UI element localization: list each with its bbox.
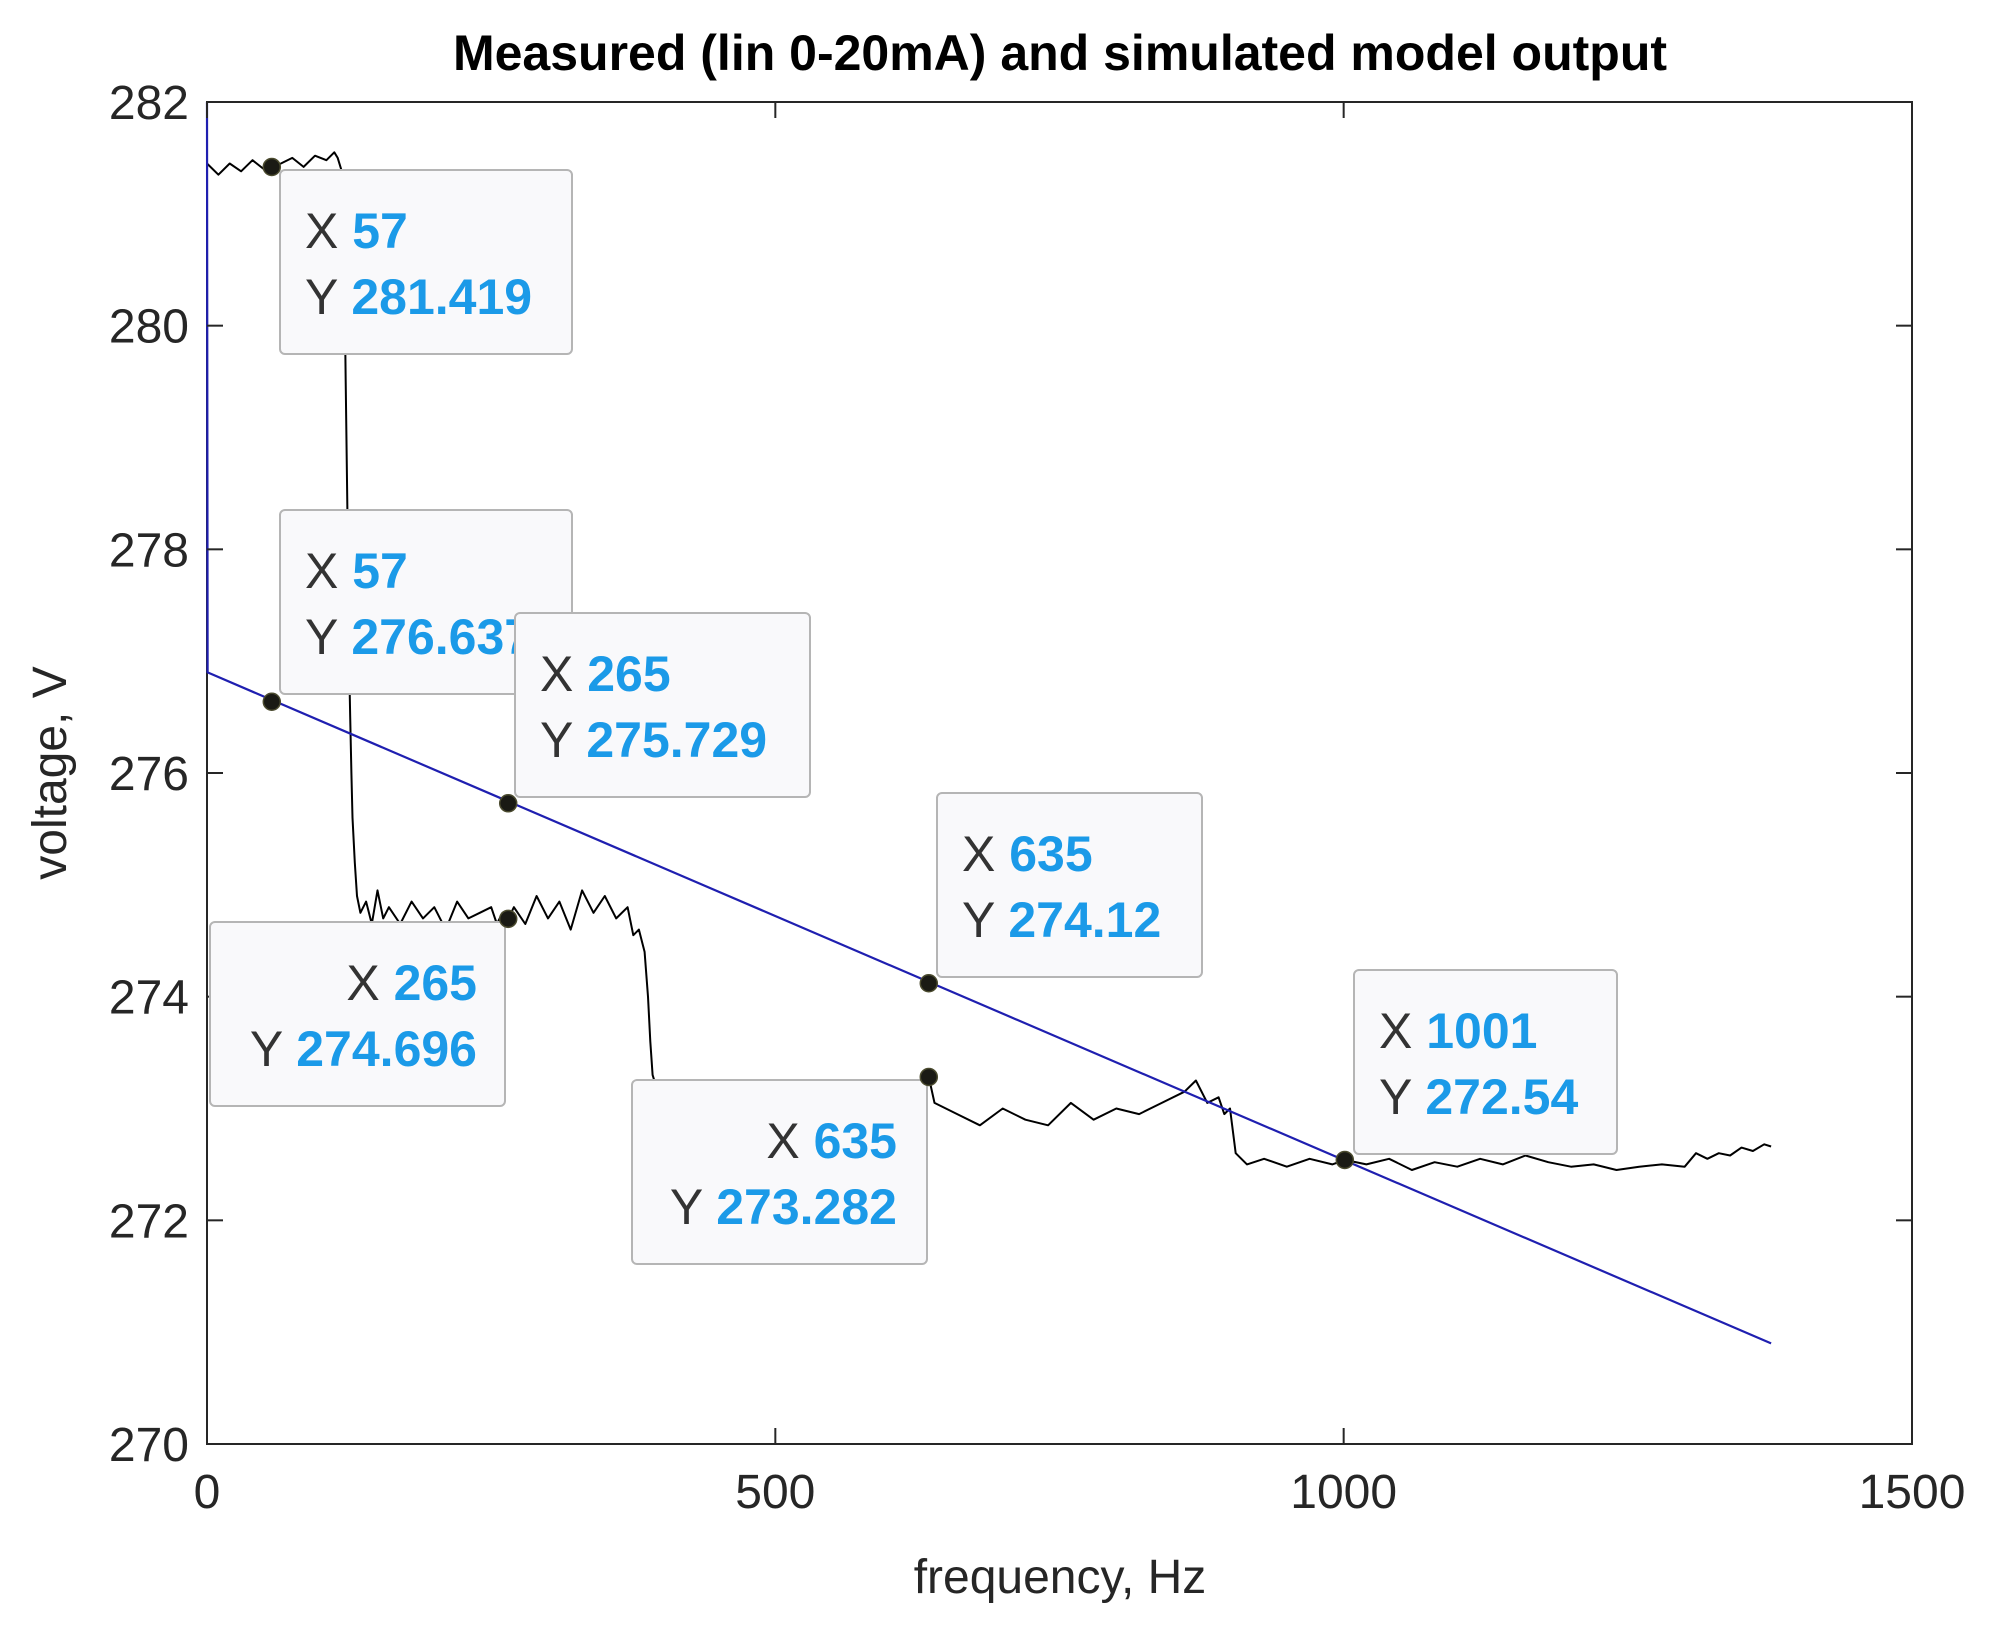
datatip[interactable]: X 635 Y 273.282 bbox=[631, 1079, 928, 1265]
datatip-key: Y bbox=[250, 1021, 296, 1077]
datatip-row: Y 274.696 bbox=[250, 1021, 477, 1077]
chart-title: Measured (lin 0-20mA) and simulated mode… bbox=[453, 25, 1667, 81]
datatip[interactable]: X 57Y 281.419 bbox=[279, 169, 573, 355]
datatip-box bbox=[209, 921, 506, 1107]
datatip-key: Y bbox=[305, 609, 351, 665]
y-tick-label: 280 bbox=[109, 301, 189, 354]
datatip-marker[interactable] bbox=[498, 909, 518, 929]
datatip-box bbox=[514, 612, 811, 798]
datatip-key: X bbox=[540, 646, 587, 702]
datatip-marker[interactable] bbox=[919, 973, 939, 993]
datatip-value: 57 bbox=[352, 543, 408, 599]
datatip-value: 272.54 bbox=[1425, 1069, 1578, 1125]
y-tick-label: 270 bbox=[109, 1419, 189, 1472]
datatip-key: X bbox=[766, 1113, 813, 1169]
datatip-key: Y bbox=[962, 892, 1008, 948]
y-tick-label: 282 bbox=[109, 77, 189, 130]
datatip-marker[interactable] bbox=[498, 794, 518, 813]
x-axis-label: frequency, Hz bbox=[914, 1551, 1207, 1604]
datatip-row: X 57 bbox=[305, 203, 408, 259]
y-tick-label: 272 bbox=[109, 1195, 189, 1248]
datatip-row: Y 272.54 bbox=[1379, 1069, 1578, 1125]
datatip-key: X bbox=[305, 203, 352, 259]
x-tick-label: 1000 bbox=[1290, 1466, 1397, 1519]
datatip[interactable]: X 265 Y 274.696 bbox=[209, 921, 506, 1107]
datatip-row: X 265 bbox=[540, 646, 671, 702]
datatip-key: X bbox=[346, 955, 393, 1011]
datatip-value: 274.12 bbox=[1008, 892, 1161, 948]
datatip-value: 635 bbox=[1009, 826, 1092, 882]
datatip-marker[interactable] bbox=[1335, 1150, 1355, 1170]
datatip-key: Y bbox=[305, 269, 351, 325]
datatip-value: 275.729 bbox=[586, 712, 767, 768]
datatip-row: Y 276.637 bbox=[305, 609, 532, 665]
datatip-row: X 635 bbox=[766, 1113, 897, 1169]
datatip-row: X 635 bbox=[962, 826, 1093, 882]
datatip-row: X 57 bbox=[305, 543, 408, 599]
datatip-box bbox=[1353, 969, 1618, 1155]
datatip-row: Y 274.12 bbox=[962, 892, 1161, 948]
datatip-value: 57 bbox=[352, 203, 408, 259]
datatip-key: X bbox=[1379, 1003, 1426, 1059]
series-line-simulated bbox=[205, 101, 1772, 1345]
datatip-key: X bbox=[962, 826, 1009, 882]
datatip-box bbox=[936, 792, 1203, 978]
datatip-box bbox=[279, 169, 573, 355]
x-tick-label: 0 bbox=[194, 1466, 221, 1519]
datatip-value: 273.282 bbox=[716, 1179, 897, 1235]
datatip[interactable]: X 57Y 276.637 bbox=[279, 509, 573, 695]
datatip-key: Y bbox=[670, 1179, 716, 1235]
datatip-value: 276.637 bbox=[351, 609, 532, 665]
datatip-marker[interactable] bbox=[919, 1067, 939, 1087]
datatip-box bbox=[631, 1079, 928, 1265]
x-tick-label: 1500 bbox=[1859, 1466, 1966, 1519]
datatip-box bbox=[279, 509, 573, 695]
datatip-marker[interactable] bbox=[262, 692, 282, 712]
datatip-row: Y 273.282 bbox=[670, 1179, 897, 1235]
datatip-value: 265 bbox=[394, 955, 477, 1011]
datatip-row: Y 275.729 bbox=[540, 712, 767, 768]
datatip-key: X bbox=[305, 543, 352, 599]
y-tick-label: 274 bbox=[109, 972, 189, 1025]
datatip-key: Y bbox=[1379, 1069, 1425, 1125]
plot-area: 0 500 1000 1500 270 272 274 276 278 280 282 X 57 Y … bbox=[109, 77, 1965, 1519]
datatip-row: X 1001 bbox=[1379, 1003, 1537, 1059]
datatip-value: 274.696 bbox=[296, 1021, 477, 1077]
datatip-value: 1001 bbox=[1426, 1003, 1537, 1059]
y-axis-label: voltage, V bbox=[24, 666, 77, 879]
ticks-layer: 0 500 1000 1500 270 272 274 276 278 280 282 bbox=[109, 77, 1965, 1519]
datatip-marker[interactable] bbox=[262, 157, 282, 177]
datatip-row: X 265 bbox=[346, 955, 477, 1011]
x-tick-label: 500 bbox=[735, 1466, 815, 1519]
datatip-row: Y 281.419 bbox=[305, 269, 532, 325]
datatip-value: 635 bbox=[814, 1113, 897, 1169]
datatip-value: 281.419 bbox=[351, 269, 532, 325]
y-tick-label: 278 bbox=[109, 524, 189, 577]
datatip-value: 265 bbox=[587, 646, 670, 702]
datatip-key: Y bbox=[540, 712, 586, 768]
y-tick-label: 276 bbox=[109, 748, 189, 801]
